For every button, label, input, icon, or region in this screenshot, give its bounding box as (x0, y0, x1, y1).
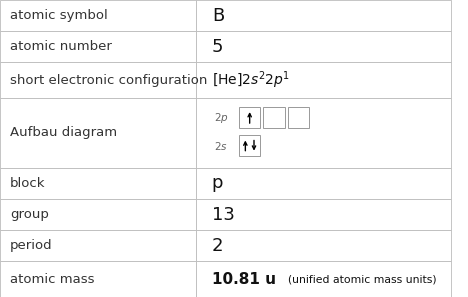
Bar (0, 199, 196, 230)
Text: (unified atomic mass units): (unified atomic mass units) (287, 274, 436, 284)
Bar (239, 135, 261, 156)
Text: p: p (212, 175, 223, 192)
Text: atomic mass: atomic mass (10, 273, 95, 285)
Text: $2s$: $2s$ (214, 140, 228, 151)
Text: 5: 5 (212, 37, 223, 56)
Bar (263, 107, 285, 128)
Bar (0, 168, 196, 199)
Bar (196, 0, 451, 31)
Text: $\mathrm{[He]2}s^{2}\mathrm{2}p^{1}$: $\mathrm{[He]2}s^{2}\mathrm{2}p^{1}$ (212, 69, 290, 91)
Text: B: B (212, 7, 224, 25)
Text: 2: 2 (212, 236, 223, 255)
Bar (287, 107, 309, 128)
Text: atomic number: atomic number (10, 40, 112, 53)
Text: block: block (10, 177, 45, 190)
Text: group: group (10, 208, 49, 221)
Bar (196, 62, 451, 98)
Bar (0, 0, 196, 31)
Bar (0, 261, 196, 297)
Text: 10.81 u: 10.81 u (212, 271, 276, 287)
Text: $2p$: $2p$ (214, 110, 229, 124)
Bar (0, 31, 196, 62)
Bar (196, 261, 451, 297)
Bar (196, 199, 451, 230)
Bar (0, 230, 196, 261)
Bar (196, 98, 451, 168)
Bar (196, 230, 451, 261)
Bar (196, 168, 451, 199)
Text: Aufbau diagram: Aufbau diagram (10, 127, 117, 140)
Text: atomic symbol: atomic symbol (10, 9, 108, 22)
Bar (196, 31, 451, 62)
Text: period: period (10, 239, 52, 252)
Text: short electronic configuration: short electronic configuration (10, 74, 207, 86)
Bar (239, 107, 261, 128)
Text: 13: 13 (212, 206, 234, 224)
Bar (0, 98, 196, 168)
Bar (0, 62, 196, 98)
